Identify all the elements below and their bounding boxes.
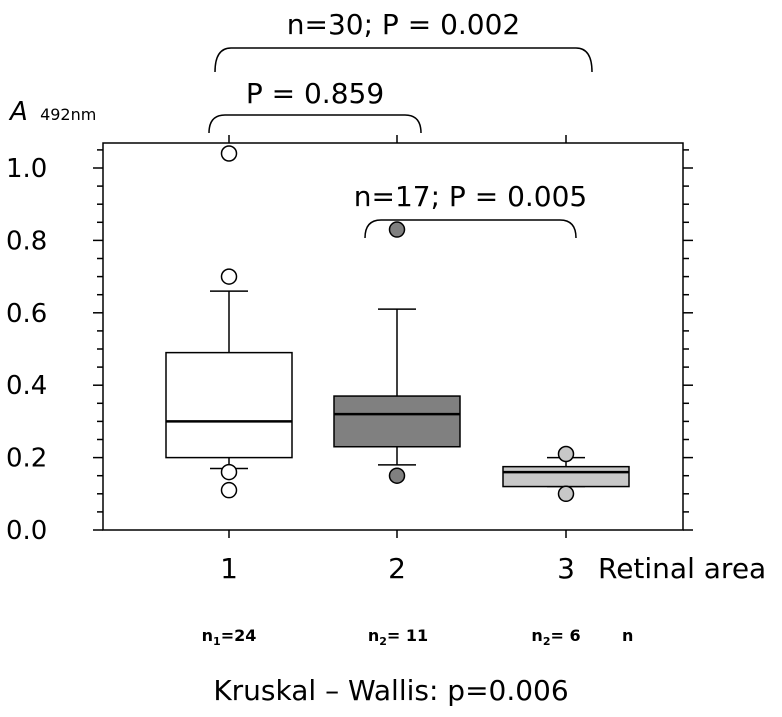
- outlier-point: [220, 463, 238, 481]
- footer-kruskal-wallis: Kruskal – Wallis: p=0.006: [213, 674, 568, 707]
- x-axis-label: Retinal area: [598, 552, 766, 585]
- box-group: [502, 445, 630, 503]
- outlier-point: [220, 268, 238, 285]
- comparison-bracket: [208, 114, 422, 134]
- n-labels: n1=24 n2= 11 n2= 6: [202, 626, 581, 648]
- n-subscript: 2: [543, 635, 551, 648]
- y-tick-label: 1.0: [6, 154, 47, 184]
- y-tick-label: 0.8: [6, 226, 47, 256]
- n-count-label: n1=24: [202, 626, 257, 648]
- y-tick-labels: 0.0 0.2 0.4 0.6 0.8 1.0: [6, 154, 47, 546]
- box-group: [165, 145, 293, 499]
- box-group: [333, 221, 461, 484]
- outlier-point: [388, 221, 406, 238]
- n-prefix: n: [368, 626, 379, 645]
- comparison-label: n=17; P = 0.005: [354, 180, 587, 213]
- n-value: = 6: [550, 626, 580, 645]
- n-prefix: n: [202, 626, 213, 645]
- comparison-label: P = 0.859: [246, 77, 384, 110]
- y-tick-label: 0.0: [6, 516, 47, 546]
- n-count-label: n2= 11: [368, 626, 428, 648]
- n-axis-label: n: [622, 626, 633, 645]
- y-tick-label: 0.4: [6, 371, 47, 401]
- box-iqr: [502, 465, 630, 488]
- box-iqr: [165, 351, 293, 459]
- comparison-label: n=30; P = 0.002: [287, 8, 520, 41]
- y-axis-label-sub: 492nm: [40, 105, 96, 124]
- x-tick-labels: 1 2 3: [220, 552, 575, 585]
- outlier-point: [557, 485, 575, 503]
- y-axis-label: A 492nm: [8, 97, 96, 127]
- y-tick-label: 0.2: [6, 444, 47, 474]
- x-tick-label: 2: [388, 552, 406, 585]
- axis-ticks: [93, 135, 693, 538]
- outlier-point: [388, 467, 406, 484]
- n-prefix: n: [531, 626, 542, 645]
- y-axis-label-main: A: [8, 97, 28, 127]
- outlier-point: [220, 145, 238, 162]
- boxes: [165, 145, 630, 503]
- y-tick-label: 0.6: [6, 299, 47, 329]
- comparison-bracket: [364, 219, 577, 239]
- x-tick-label: 3: [557, 552, 575, 585]
- n-value: = 11: [387, 626, 428, 645]
- n-subscript: 2: [379, 635, 387, 648]
- comparison-bracket: [214, 47, 593, 73]
- n-count-label: n2= 6: [531, 626, 580, 648]
- n-subscript: 1: [213, 635, 221, 648]
- comparison-brackets: n=30; P = 0.002 P = 0.859 n=17; P = 0.005: [208, 8, 593, 239]
- outlier-point: [220, 481, 238, 499]
- outlier-point: [557, 445, 575, 463]
- x-tick-label: 1: [220, 552, 238, 585]
- box-iqr: [333, 395, 461, 448]
- plot-frame: [102, 142, 684, 531]
- n-value: =24: [221, 626, 257, 645]
